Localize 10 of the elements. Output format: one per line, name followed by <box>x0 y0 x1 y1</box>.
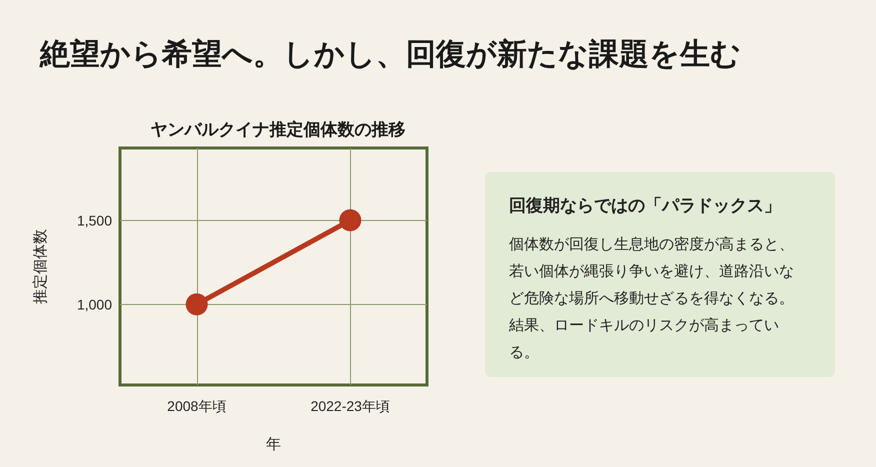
x-tick-label: 2022-23年頃 <box>310 398 390 414</box>
y-tick-label: 1,000 <box>76 296 112 312</box>
x-tick-label: 2008年頃 <box>167 398 226 414</box>
y-tick-label: 1,500 <box>76 212 112 228</box>
x-axis-title: 年 <box>266 436 281 453</box>
text: 回復期ならではの「パラドックス」 <box>509 195 782 217</box>
chart-subtitle: ヤンバルクイナ推定個体数の推移 <box>150 120 406 139</box>
y-axis-title: 推定個体数 <box>32 229 49 304</box>
chart-title: 絶望から希望へ。しかし、回復が新たな課題を生む <box>40 36 741 74</box>
text: 個体数が回復し生息地の密度が高まると、若い個体が縄張り争いを避け、道路沿いなど危険な場所へ移動せざるを得なくなる。結果、ロードキルのリスクが高まっている。 <box>509 234 795 363</box>
